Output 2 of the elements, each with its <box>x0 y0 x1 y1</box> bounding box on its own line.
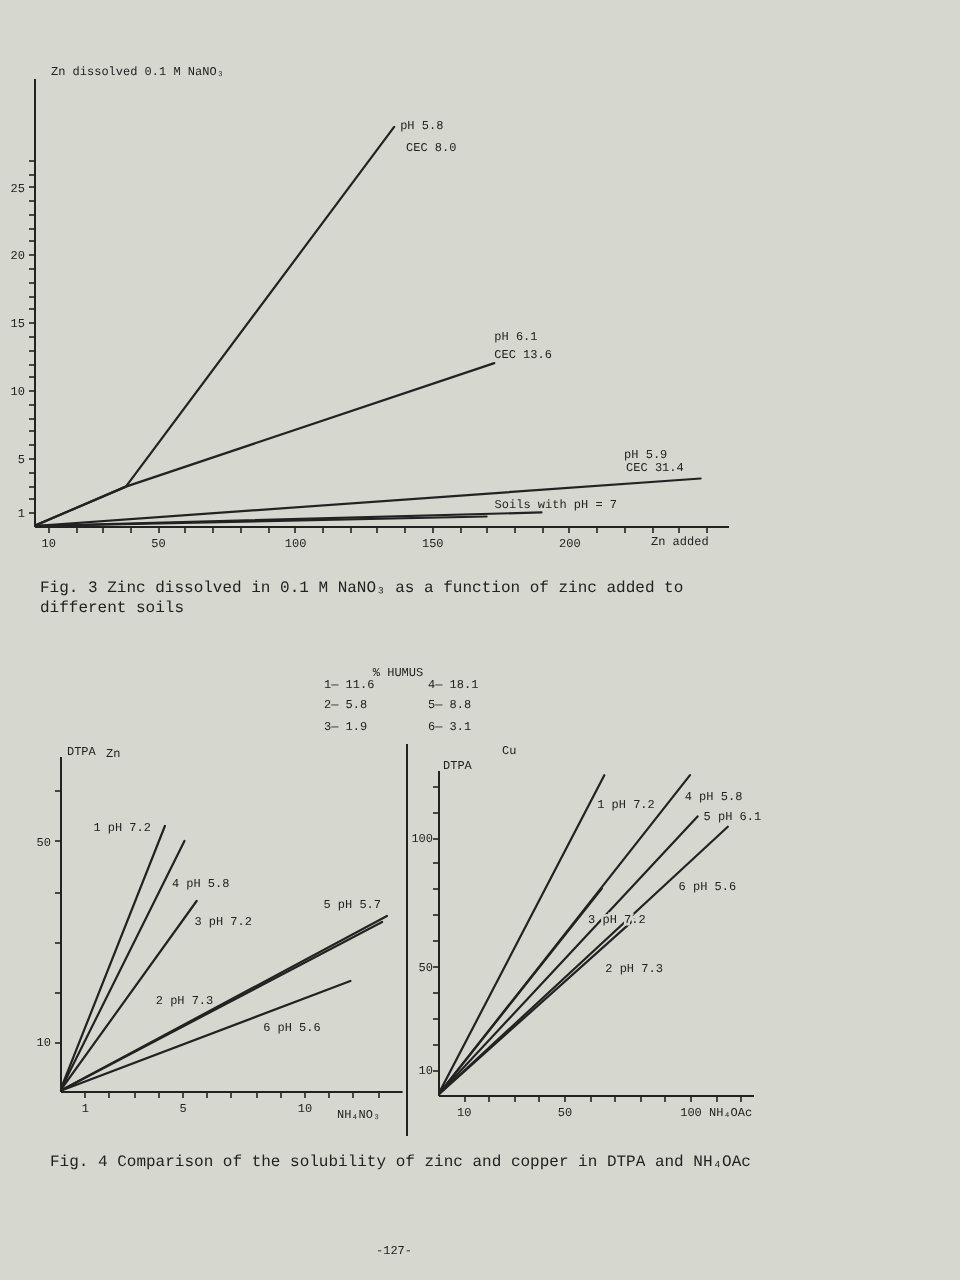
caption: Fig. 3 Zinc dissolved in 0.1 M NaNO₃ as a function of zinc added to different soils <box>40 580 686 620</box>
caption: Fig. 4 Comparison of the solubility of zinc and copper in DTPA and NH₄OAc <box>50 1154 753 1174</box>
